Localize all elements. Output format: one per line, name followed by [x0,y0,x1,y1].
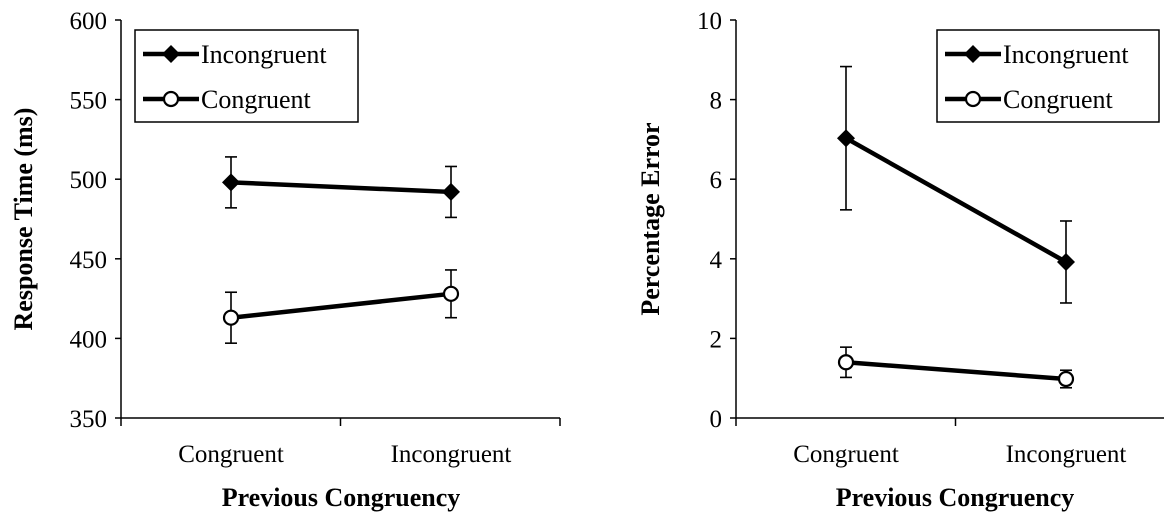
legend: Incongruent Congruent [936,29,1160,123]
legend-label-congruent: Congruent [1003,85,1114,114]
y-axis-right: 10 8 6 4 2 0 [697,8,737,433]
y-tick-label: 600 [70,8,108,35]
y-tick-label: 2 [710,326,723,353]
series-line-congruent [230,291,452,320]
data-point-incongruent [1057,252,1075,271]
data-point-incongruent [222,173,240,192]
y-tick-label: 450 [70,247,108,274]
x-axis-right: Congruent Incongruent [735,417,1164,468]
y-tick-label: 400 [70,326,108,353]
y-tick-label: 500 [70,167,108,194]
data-point-incongruent [837,129,855,148]
x-category-label: Congruent [793,441,899,468]
x-category-label: Incongruent [391,441,512,468]
legend: Incongruent Congruent [134,29,359,123]
legend-marker-diamond [162,45,180,63]
y-axis-left: 600 550 500 450 400 350 [70,8,122,433]
x-axis-title: Previous Congruency [836,483,1075,512]
y-tick-label: 10 [697,8,722,35]
x-category-label: Incongruent [1006,441,1127,468]
chart-response-time: 600 550 500 450 400 350 Congruent Incong… [9,8,561,512]
legend-label-incongruent: Incongruent [201,40,327,69]
y-axis-title: Response Time (ms) [9,108,38,331]
y-tick-label: 6 [710,167,723,194]
chart-marks-percentage-error [837,65,1075,389]
y-tick-label: 0 [710,406,723,433]
legend-marker-circle [162,90,180,108]
series-line-incongruent [230,180,452,195]
data-point-congruent [442,285,460,302]
y-tick-label: 4 [710,247,723,274]
x-category-label: Congruent [178,441,284,468]
legend-marker-diamond [964,45,982,63]
data-point-congruent [1057,370,1075,388]
y-tick-label: 8 [710,88,723,115]
data-point-incongruent [442,182,460,201]
legend-label-incongruent: Incongruent [1003,40,1129,69]
x-axis-left: Congruent Incongruent [120,417,561,468]
y-tick-label: 350 [70,406,108,433]
x-axis-title: Previous Congruency [222,483,461,512]
legend-label-congruent: Congruent [201,85,312,114]
legend-marker-circle [964,90,982,108]
y-tick-label: 550 [70,88,108,115]
chart-marks-response-time [222,156,460,344]
chart-percentage-error: 10 8 6 4 2 0 Congruent Incongruent Perce… [636,8,1164,512]
data-point-congruent [222,309,240,326]
y-axis-title: Percentage Error [636,122,665,315]
series-line-incongruent [844,136,1068,264]
data-point-congruent [837,354,855,371]
series-line-congruent [845,360,1067,382]
